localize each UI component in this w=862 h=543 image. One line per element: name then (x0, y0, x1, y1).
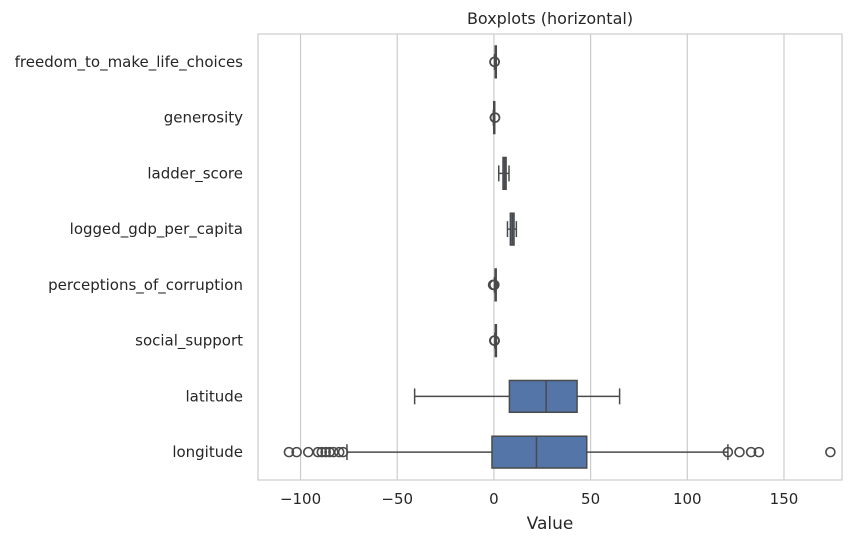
outlier-point (722, 446, 734, 458)
x-tick-label: 0 (489, 490, 499, 508)
boxplot-logged_gdp_per_capita (506, 212, 518, 246)
x-tick-label: 50 (581, 490, 600, 508)
chart-title: Boxplots (horizontal) (467, 9, 633, 28)
outlier-point (312, 446, 324, 458)
boxplot-ladder_score (498, 156, 510, 191)
y-tick-label: ladder_score (147, 164, 243, 183)
y-tick-label: social_support (135, 332, 243, 351)
outlier-point (316, 446, 328, 458)
boxplot-perceptions_of_corruption (487, 268, 500, 302)
plot-area-frame (257, 33, 843, 481)
outlier-point (302, 446, 314, 458)
outlier-point (734, 446, 745, 458)
x-tick-label: −50 (381, 490, 413, 508)
boxplot-generosity (489, 100, 501, 135)
outlier-point (333, 446, 345, 458)
boxes (283, 45, 836, 469)
outlier-point (489, 56, 500, 68)
y-tick-label: logged_gdp_per_capita (70, 220, 243, 239)
x-tick-labels: −100 −50 0 50 100 150 (280, 490, 798, 508)
y-tick-label: perceptions_of_corruption (48, 276, 243, 295)
outlier-point (283, 446, 295, 458)
box-iqr (508, 379, 578, 414)
outlier-point (291, 446, 302, 458)
y-tick-label: freedom_to_make_life_choices (15, 53, 244, 72)
outlier-point (825, 446, 836, 458)
boxplot-latitude (413, 379, 621, 414)
outlier-point (489, 279, 500, 291)
outlier-point (489, 335, 500, 346)
box-iqr (491, 435, 588, 469)
outlier-point (337, 446, 349, 458)
y-tick-label: latitude (185, 387, 243, 405)
outlier-point (320, 446, 331, 458)
boxplot-longitude (283, 435, 836, 469)
x-axis-label: Value (527, 514, 574, 534)
y-tick-label: generosity (164, 109, 243, 127)
boxplot-social_support (489, 323, 500, 358)
y-tick-labels: freedom_to_make_life_choices generosity la… (15, 53, 244, 461)
grid-lines (299, 34, 785, 480)
outlier-point (489, 112, 501, 123)
x-tick-label: 150 (770, 490, 799, 508)
boxplot-freedom_to_make_life_choices (489, 45, 500, 79)
outlier-point (753, 446, 765, 458)
outlier-point (745, 446, 757, 458)
x-tick-label: 100 (673, 490, 702, 508)
x-tick-label: −100 (280, 490, 321, 508)
y-tick-label: longitude (172, 443, 243, 461)
